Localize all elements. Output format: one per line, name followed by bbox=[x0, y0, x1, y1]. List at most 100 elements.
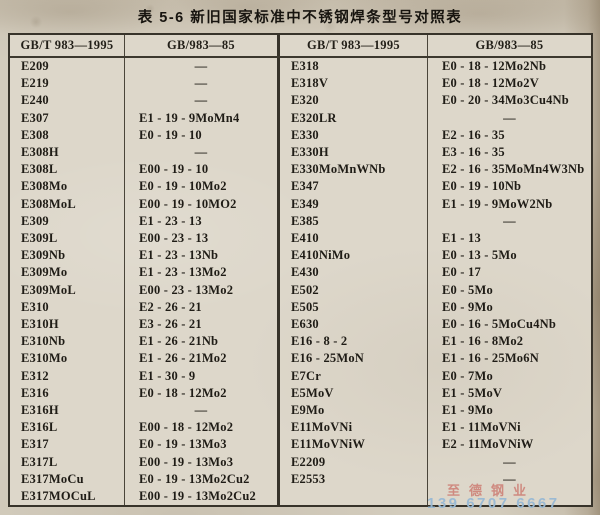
cell-old-standard: E1 - 16 - 25Mo6N bbox=[442, 351, 539, 366]
cell-new-standard: E320LR bbox=[280, 109, 428, 127]
cell-new-standard: E219 bbox=[10, 75, 125, 93]
cell-old-standard: E0 - 13 - 5Mo bbox=[442, 248, 517, 263]
cell-old-standard: E00 - 19 - 13Mo2Cu2 bbox=[139, 488, 256, 503]
cell-new-standard: E317MoCu bbox=[10, 470, 125, 488]
cell-new-standard: E16 - 8 - 2 bbox=[280, 333, 428, 351]
cell-new-standard: E2553 bbox=[280, 470, 428, 488]
cell-old-standard: — bbox=[194, 59, 208, 74]
watermark-company: 至德钢业 bbox=[447, 483, 536, 498]
cell-old-standard: — bbox=[194, 145, 208, 160]
cell-old-standard: E0 - 19 - 10Mo2 bbox=[139, 179, 227, 194]
header-new-standard-left: GB/T 983—1995 bbox=[10, 35, 125, 56]
cell-new-standard: E310Mo bbox=[10, 350, 125, 368]
cell-new-standard: E310Nb bbox=[10, 333, 125, 351]
cell-old-standard: E0 - 5Mo bbox=[442, 282, 493, 297]
cell-old-standard: E1 - 9Mo bbox=[442, 402, 493, 417]
cell-old-standard: E00 - 23 - 13Mo2 bbox=[139, 282, 234, 297]
cell-old-standard: E1 - 11MoVNi bbox=[442, 420, 521, 435]
cell-old-standard: E1 - 16 - 8Mo2 bbox=[442, 334, 524, 349]
comparison-table: GB/T 983—1995 GB/983—85 GB/T 983—1995 GB… bbox=[8, 33, 593, 507]
cell-new-standard: E349 bbox=[280, 195, 428, 213]
cell-old-standard: E2 - 26 - 21 bbox=[139, 299, 202, 314]
cell-new-standard: E318V bbox=[280, 75, 428, 93]
cell-new-standard: E308MoL bbox=[10, 195, 125, 213]
cell-old-standard: — bbox=[194, 76, 208, 91]
watermark-phone: 139 6707 6667 bbox=[427, 495, 560, 512]
cell-old-standard: E0 - 20 - 34Mo3Cu4Nb bbox=[442, 93, 569, 108]
cell-new-standard: E5MoV bbox=[280, 384, 428, 402]
cell-new-standard: E308 bbox=[10, 126, 125, 144]
cell-old-standard: E0 - 18 - 12Mo2V bbox=[442, 76, 539, 91]
cell-old-standard: E00 - 19 - 10 bbox=[139, 162, 209, 177]
cell-old-standard: — bbox=[194, 93, 208, 108]
cell-new-standard: E330 bbox=[280, 126, 428, 144]
cell-new-standard: E316 bbox=[10, 384, 125, 402]
cell-new-standard: E330MoMnWNb bbox=[280, 161, 428, 179]
cell-old-standard: E1 - 5MoV bbox=[442, 385, 503, 400]
cell-new-standard: E11MoVNiW bbox=[280, 436, 428, 454]
cell-old-standard: E1 - 26 - 21Nb bbox=[139, 334, 219, 349]
cell-old-standard: — bbox=[503, 110, 516, 125]
cell-old-standard: E0 - 19 - 10Nb bbox=[442, 179, 522, 194]
cell-old-standard: — bbox=[503, 213, 516, 228]
cell-new-standard: E309Mo bbox=[10, 264, 125, 282]
cell-new-standard: E308L bbox=[10, 161, 125, 179]
cell-old-standard: — bbox=[194, 402, 208, 417]
cell-old-standard: E0 - 19 - 13Mo2Cu2 bbox=[139, 471, 250, 486]
cell-new-standard: E347 bbox=[280, 178, 428, 196]
cell-old-standard: E0 - 9Mo bbox=[442, 299, 493, 314]
cell-old-standard: E0 - 17 bbox=[442, 265, 481, 280]
cell-new-standard: E320 bbox=[280, 92, 428, 110]
cell-new-standard: E307 bbox=[10, 109, 125, 127]
cell-new-standard: E410 bbox=[280, 229, 428, 248]
cell-new-standard: E309 bbox=[10, 212, 125, 230]
cell-old-standard: E1 - 23 - 13 bbox=[139, 213, 202, 228]
cell-new-standard: E11MoVNi bbox=[280, 419, 428, 437]
cell-new-standard: E385 bbox=[280, 212, 428, 230]
cell-old-standard: E1 - 26 - 21Mo2 bbox=[139, 351, 227, 366]
cell-new-standard: E317L bbox=[10, 453, 125, 471]
cell-new-standard: E317 bbox=[10, 436, 125, 454]
table-body: E209— E219— E240— E307 E1 - 19 - 9MoMn4 E308 E… bbox=[10, 58, 591, 505]
cell-old-standard: E00 - 19 - 13Mo3 bbox=[139, 454, 234, 469]
cell-new-standard: E9Mo bbox=[280, 401, 428, 420]
cell-old-standard: E0 - 19 - 13Mo3 bbox=[139, 437, 227, 452]
cell-new-standard: E2209 bbox=[280, 453, 428, 471]
cell-new-standard: E430 bbox=[280, 264, 428, 282]
cell-old-standard: E1 - 30 - 9 bbox=[139, 368, 196, 383]
cell-new-standard: E316L bbox=[10, 419, 125, 437]
cell-new-standard: E312 bbox=[10, 367, 125, 385]
cell-new-standard: E410NiMo bbox=[280, 247, 428, 265]
cell-new-standard: E308Mo bbox=[10, 178, 125, 196]
cell-old-standard: E2 - 11MoVNiW bbox=[442, 437, 534, 452]
header-old-standard-left: GB/983—85 bbox=[125, 35, 280, 56]
cell-new-standard: E310 bbox=[10, 298, 125, 316]
left-half-body: E209— E219— E240— E307 E1 - 19 - 9MoMn4 E308 E… bbox=[10, 58, 280, 505]
table-header-row: GB/T 983—1995 GB/983—85 GB/T 983—1995 GB… bbox=[10, 35, 591, 58]
cell-new-standard: E317MOCuL bbox=[10, 487, 125, 505]
cell-new-standard: E7Cr bbox=[280, 367, 428, 385]
cell-old-standard: E1 - 13 bbox=[442, 231, 481, 246]
cell-new-standard: E240 bbox=[10, 92, 125, 110]
cell-old-standard: E1 - 23 - 13Nb bbox=[139, 248, 219, 263]
cell-new-standard: E16 - 25MoN bbox=[280, 350, 428, 368]
cell-old-standard: — bbox=[503, 471, 516, 486]
cell-old-standard: E0 - 19 - 10 bbox=[139, 127, 202, 142]
cell-new-standard: E630 bbox=[280, 315, 428, 334]
cell-old-standard: E2 - 16 - 35 bbox=[442, 127, 505, 142]
cell-new-standard: E308H bbox=[10, 143, 125, 162]
cell-new-standard: E209 bbox=[10, 58, 125, 76]
cell-old-standard: E1 - 19 - 9MoW2Nb bbox=[442, 196, 553, 211]
cell-old-standard: E1 - 19 - 9MoMn4 bbox=[139, 110, 240, 125]
cell-old-standard: E1 - 23 - 13Mo2 bbox=[139, 265, 227, 280]
cell-old-standard: — bbox=[503, 454, 516, 469]
cell-new-standard: E309L bbox=[10, 229, 125, 248]
empty-cell bbox=[280, 487, 428, 505]
cell-new-standard: E310H bbox=[10, 315, 125, 334]
cell-old-standard: E00 - 23 - 13 bbox=[139, 231, 209, 246]
cell-old-standard: E0 - 16 - 5MoCu4Nb bbox=[442, 316, 557, 331]
header-old-standard-right: GB/983—85 bbox=[475, 38, 544, 52]
cell-new-standard: E309MoL bbox=[10, 281, 125, 299]
header-new-standard-right: GB/T 983—1995 bbox=[280, 35, 428, 56]
